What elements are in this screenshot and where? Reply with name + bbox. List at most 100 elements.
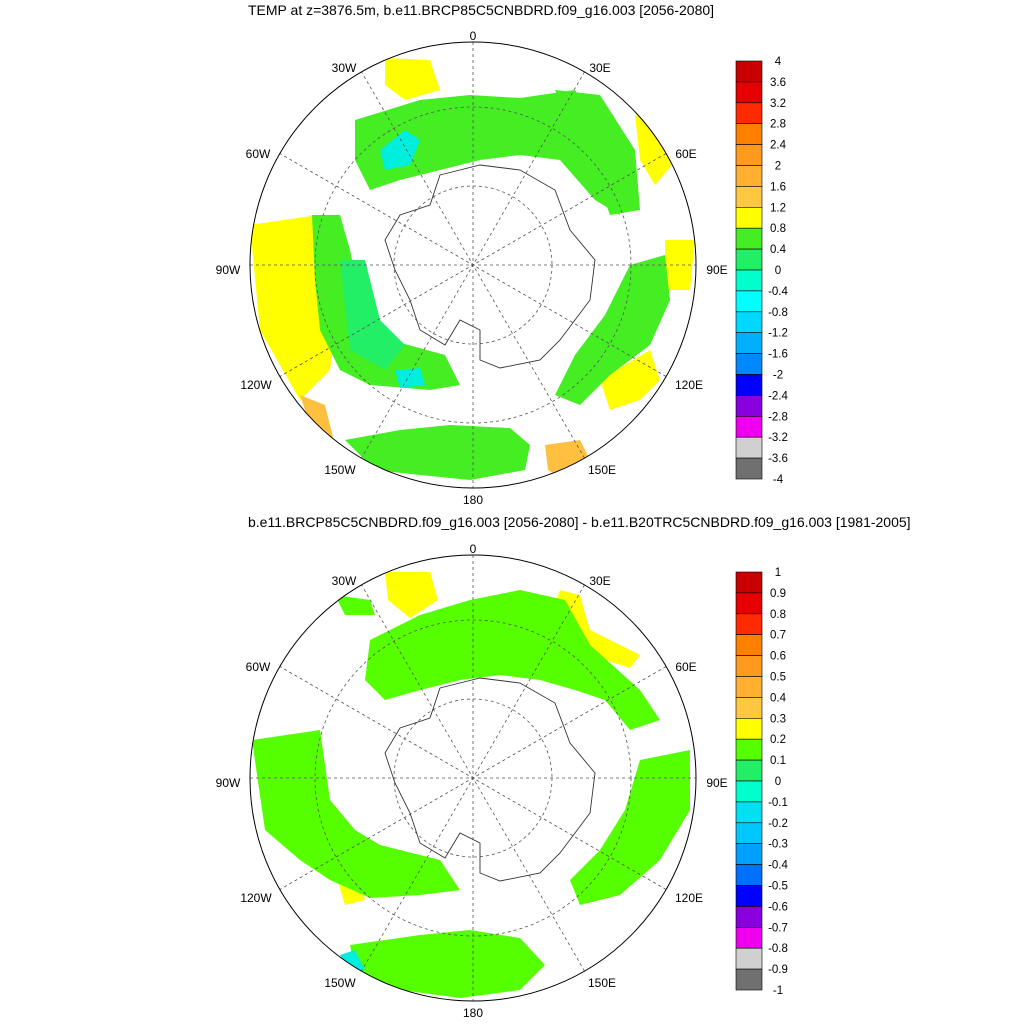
colorbar-label: 0.3 xyxy=(770,713,786,725)
colorbar-label: -0.5 xyxy=(768,881,788,893)
colorbar-swatch xyxy=(735,801,763,824)
panel2-lon-30w: 30W xyxy=(332,574,357,588)
colorbar-label: 2.4 xyxy=(770,140,787,152)
field-green-90e xyxy=(555,255,670,405)
colorbar-label: -4 xyxy=(773,474,784,486)
panel2-map: 0 30E 60E 90E 120E 150E 180 150W 120W 90… xyxy=(216,542,789,1020)
panel1-lon-30w: 30W xyxy=(332,61,357,75)
field-orange-150e xyxy=(545,440,590,478)
panel1-antarctica-outline xyxy=(384,164,596,369)
panel2-lon-60w: 60W xyxy=(246,660,271,674)
colorbar-label: 4 xyxy=(775,56,782,68)
colorbar-swatch xyxy=(735,165,763,187)
colorbar-label: 0.7 xyxy=(770,630,786,642)
colorbar-swatch xyxy=(735,144,763,166)
colorbar-label: 3.2 xyxy=(770,98,786,110)
panel2-colorbar: 1 0.9 0.8 0.7 0.6 0.5 0.4 0.3 0.2 0.1 0 -0.1 -0.2 -0.… xyxy=(735,567,789,997)
field-yellow-90e xyxy=(665,240,695,290)
colorbar-swatch xyxy=(735,634,763,656)
colorbar-swatch xyxy=(735,207,763,229)
colorbar-swatch xyxy=(735,655,763,677)
field-yellow-60e xyxy=(635,115,672,185)
field-cyan-150w xyxy=(340,950,365,972)
colorbar-label: -0.9 xyxy=(768,964,788,976)
panel1-lon-120w: 120W xyxy=(240,378,272,392)
field-green-atlantic xyxy=(355,90,620,215)
panel1-map-border xyxy=(249,41,697,489)
colorbar-label: 1.6 xyxy=(770,181,786,193)
colorbar-label: 0.8 xyxy=(770,609,786,621)
colorbar-label: -0.7 xyxy=(768,922,788,934)
panel2-lon-60e: 60E xyxy=(675,660,696,674)
colorbar-swatch xyxy=(735,822,763,844)
panel1-lon-150e: 150E xyxy=(588,463,616,477)
panel2-title: b.e11.BRCP85C5CNBDRD.f09_g16.003 [2056-2… xyxy=(248,514,911,530)
colorbar-swatch xyxy=(735,717,763,740)
colorbar-label: 1 xyxy=(775,567,781,579)
colorbar-label: 0.1 xyxy=(770,755,786,767)
colorbar-label: 0.9 xyxy=(770,588,786,600)
colorbar-label: -0.2 xyxy=(768,818,788,830)
panel2-graticule xyxy=(250,555,696,1001)
colorbar-swatch xyxy=(735,81,763,104)
colorbar-label: -1.6 xyxy=(768,349,788,361)
panel2-fields xyxy=(252,572,690,998)
field-green-90w xyxy=(312,215,460,390)
colorbar-swatch xyxy=(735,592,763,615)
colorbar-swatch xyxy=(735,780,763,803)
colorbar-label: -2.8 xyxy=(768,411,788,423)
colorbar-swatch xyxy=(735,186,763,208)
colorbar-label: 0.8 xyxy=(770,223,786,235)
colorbar-swatch xyxy=(735,697,763,719)
panel2-lon-120w: 120W xyxy=(240,891,272,905)
field-yellow-120e xyxy=(600,350,660,410)
panel1-graticule xyxy=(250,42,696,488)
colorbar-swatch xyxy=(735,968,763,991)
colorbar-swatch xyxy=(735,227,763,250)
field-lime-90w xyxy=(252,730,460,898)
colorbar-label: -3.6 xyxy=(768,453,788,465)
colorbar-label: -1 xyxy=(773,985,783,997)
field-cyan-120w xyxy=(395,368,425,388)
colorbar-label: 0.2 xyxy=(770,734,786,746)
panel2-lon-150e: 150E xyxy=(588,976,616,990)
colorbar-swatch xyxy=(735,415,763,438)
colorbar-swatch xyxy=(735,374,763,396)
field-lime-90e xyxy=(570,750,690,905)
colorbar-swatch xyxy=(735,885,763,907)
field-lime-180 xyxy=(350,930,545,998)
colorbar-swatch xyxy=(735,123,763,145)
colorbar-swatch xyxy=(735,290,763,313)
colorbar-swatch xyxy=(735,60,763,83)
colorbar-swatch xyxy=(735,269,763,292)
panel2-lon-150w: 150W xyxy=(324,976,356,990)
panel1-lon-180: 180 xyxy=(463,493,483,507)
colorbar-label: -0.8 xyxy=(768,307,788,319)
colorbar-swatch xyxy=(735,926,763,949)
field-lime-30w xyxy=(335,595,375,615)
field-cyan-30w xyxy=(380,130,420,170)
colorbar-label: -1.2 xyxy=(768,328,788,340)
field-green-30e xyxy=(555,90,640,215)
colorbar-label: 2.8 xyxy=(770,119,786,131)
panel1-lon-90e: 90E xyxy=(706,263,727,277)
colorbar-swatch xyxy=(735,906,763,928)
colorbar-swatch xyxy=(735,571,763,594)
colorbar-label: 0.4 xyxy=(770,692,787,704)
colorbar-label: -0.4 xyxy=(768,860,788,872)
panel2-lon-120e: 120E xyxy=(675,891,703,905)
colorbar-swatch xyxy=(735,311,763,333)
field-lime-atlantic xyxy=(365,590,660,730)
field-green2-90w xyxy=(340,260,405,370)
colorbar-swatch xyxy=(735,613,763,635)
colorbar-label: 0 xyxy=(775,776,781,788)
colorbar-label: 1.2 xyxy=(770,202,786,214)
colorbar-swatch xyxy=(735,457,763,480)
field-orange-150w xyxy=(300,395,335,445)
colorbar-label: -0.1 xyxy=(768,797,788,809)
panel2-antarctica-outline xyxy=(384,677,596,882)
panel1-lon-30e: 30E xyxy=(589,61,610,75)
panel1-lon-60e: 60E xyxy=(675,147,696,161)
panel1-lon-0: 0 xyxy=(470,29,477,43)
